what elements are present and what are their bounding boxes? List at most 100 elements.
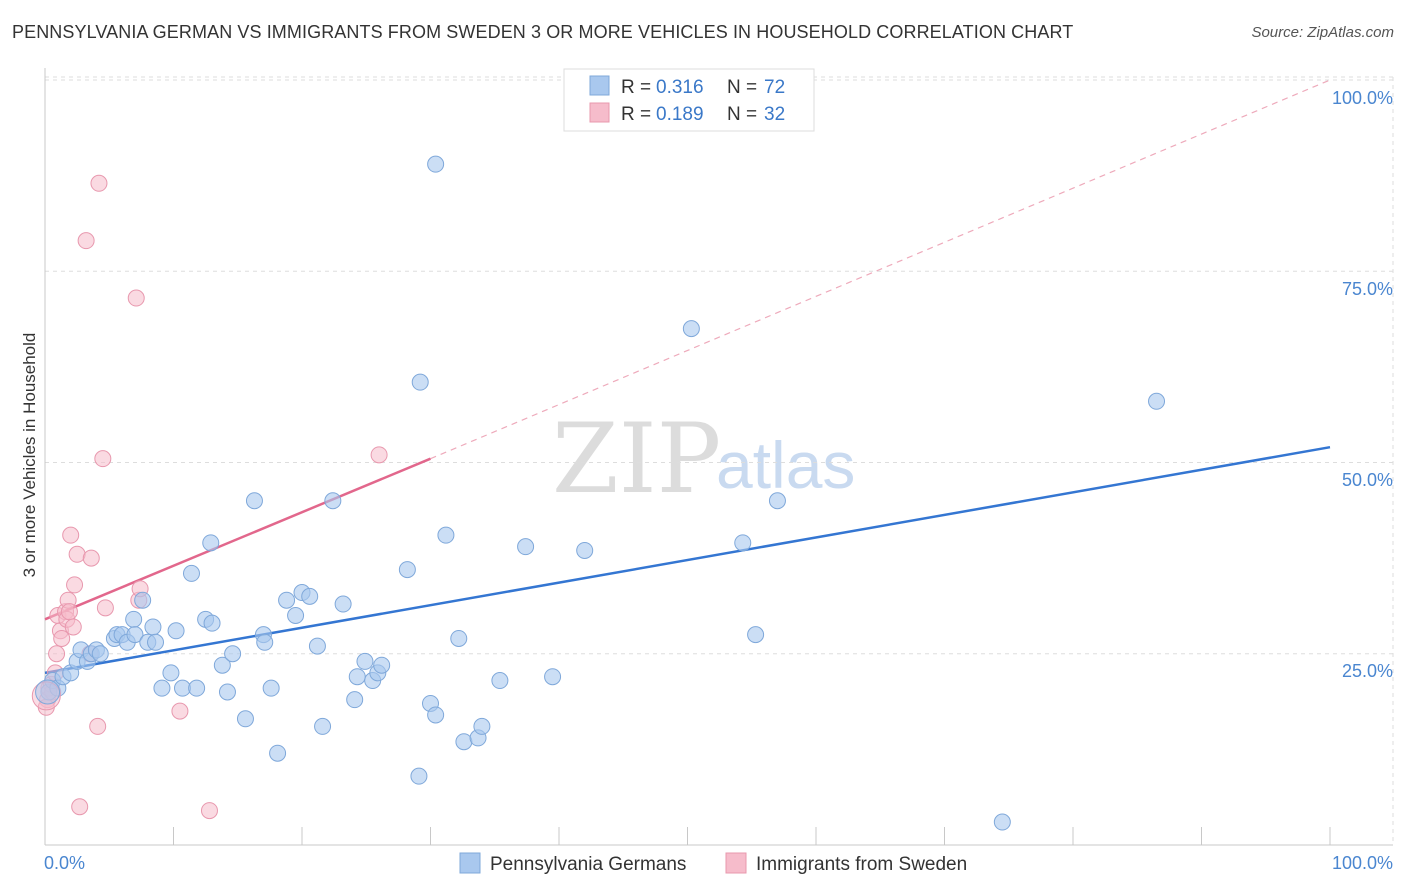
point-pennsylvania-germans xyxy=(334,595,352,613)
point-pennsylvania-germans xyxy=(437,526,455,544)
y-tick-label-75: 75.0% xyxy=(1342,279,1393,299)
point-pennsylvania-germans xyxy=(269,744,287,762)
point-pennsylvania-germans xyxy=(314,717,332,735)
point-immigrants-from-sweden xyxy=(64,618,82,636)
point-pennsylvania-germans xyxy=(356,652,374,670)
point-pennsylvania-germans xyxy=(188,679,206,697)
point-pennsylvania-germans xyxy=(125,610,143,628)
point-pennsylvania-germans xyxy=(993,813,1011,831)
point-immigrants-from-sweden xyxy=(60,603,78,621)
point-pennsylvania-germans xyxy=(682,320,700,338)
point-immigrants-from-sweden xyxy=(370,446,388,464)
legend-swatch-blue xyxy=(589,75,610,96)
point-pennsylvania-germans xyxy=(287,607,305,624)
bottom-legend-swatch-pink xyxy=(725,852,747,874)
point-pennsylvania-germans xyxy=(544,668,562,686)
point-pennsylvania-germans xyxy=(262,679,280,697)
point-pennsylvania-germans xyxy=(213,656,231,674)
point-immigrants-from-sweden xyxy=(82,549,100,567)
x-tick-label-max: 100.0% xyxy=(1332,853,1393,873)
point-pennsylvania-germans xyxy=(162,664,180,682)
point-pennsylvania-germans xyxy=(427,155,445,173)
trend-layer xyxy=(44,79,1331,675)
chart-title: PENNSYLVANIA GERMAN VS IMMIGRANTS FROM S… xyxy=(12,22,1074,42)
point-pennsylvania-germans xyxy=(236,710,254,728)
legend-n-value-1: 72 xyxy=(764,77,785,98)
point-pennsylvania-germans xyxy=(411,373,429,391)
chart-source: Source: ZipAtlas.com xyxy=(1251,24,1394,41)
trend-line-immigrants-from-sweden xyxy=(44,457,431,621)
grid-layer xyxy=(45,76,1394,845)
legend-r-value-1: 0.316 xyxy=(656,77,704,98)
point-pennsylvania-germans xyxy=(91,645,109,663)
point-pennsylvania-germans xyxy=(182,564,200,582)
point-pennsylvania-germans xyxy=(153,679,171,697)
point-pennsylvania-germans xyxy=(348,668,366,686)
points-layer xyxy=(31,155,1166,831)
y-tick-label-50: 50.0% xyxy=(1342,470,1393,490)
legend-n-value-2: 32 xyxy=(764,104,785,125)
point-pennsylvania-germans xyxy=(134,591,152,609)
legend-r-label-2: R = xyxy=(621,104,651,125)
y-tick-label-25: 25.0% xyxy=(1342,661,1393,681)
point-pennsylvania-germans xyxy=(256,633,274,651)
legend-n-label-1: N = xyxy=(727,77,757,98)
point-pennsylvania-germans xyxy=(450,629,468,647)
x-tick-label-min: 0.0% xyxy=(44,853,85,873)
point-pennsylvania-germans xyxy=(202,534,220,552)
point-pennsylvania-germans xyxy=(517,538,535,556)
point-pennsylvania-germans xyxy=(278,591,296,609)
point-immigrants-from-sweden xyxy=(66,576,84,594)
point-immigrants-from-sweden xyxy=(96,599,114,617)
point-pennsylvania-germans xyxy=(410,767,428,785)
legend-box: R = 0.316 N = 72 R = 0.189 N = 32 xyxy=(563,68,815,132)
point-pennsylvania-germans xyxy=(144,618,162,636)
y-tick-label-100: 100.0% xyxy=(1332,88,1393,108)
point-pennsylvania-germans xyxy=(473,717,491,735)
point-pennsylvania-germans xyxy=(398,561,416,579)
point-pennsylvania-germans xyxy=(224,645,242,663)
point-immigrants-from-sweden xyxy=(90,174,108,192)
point-pennsylvania-germans xyxy=(1148,392,1166,410)
legend-swatch-pink xyxy=(589,102,610,123)
y-axis-label: 3 or more Vehicles in Household xyxy=(20,333,39,578)
point-pennsylvania-germans xyxy=(346,691,364,709)
bottom-legend-label-1: Pennsylvania Germans xyxy=(490,854,686,875)
point-immigrants-from-sweden xyxy=(89,717,107,735)
point-pennsylvania-germans xyxy=(203,614,221,632)
bottom-legend-swatch-blue xyxy=(459,852,481,874)
legend-n-label-2: N = xyxy=(727,104,757,125)
point-pennsylvania-germans xyxy=(324,492,342,510)
point-pennsylvania-germans xyxy=(427,706,445,724)
bottom-legend: Pennsylvania Germans Immigrants from Swe… xyxy=(459,852,967,875)
point-pennsylvania-germans xyxy=(245,492,263,510)
point-immigrants-from-sweden xyxy=(68,545,86,563)
point-pennsylvania-germans xyxy=(747,626,765,644)
watermark-zip: ZIP xyxy=(552,403,721,515)
point-pennsylvania-germans xyxy=(167,622,185,640)
point-immigrants-from-sweden xyxy=(71,798,89,816)
point-pennsylvania-germans xyxy=(491,672,509,690)
point-pennsylvania-germans xyxy=(173,679,191,697)
point-immigrants-from-sweden xyxy=(127,289,145,307)
point-pennsylvania-germans xyxy=(147,633,165,651)
point-immigrants-from-sweden xyxy=(200,802,218,820)
point-immigrants-from-sweden xyxy=(77,232,95,250)
watermark-atlas: atlas xyxy=(716,428,855,502)
point-pennsylvania-germans xyxy=(576,541,594,559)
point-pennsylvania-germans xyxy=(218,683,236,701)
point-immigrants-from-sweden xyxy=(53,629,71,647)
legend-r-label-1: R = xyxy=(621,77,651,98)
legend-r-value-2: 0.189 xyxy=(656,104,704,125)
point-pennsylvania-germans xyxy=(455,733,473,751)
point-immigrants-from-sweden xyxy=(48,645,66,663)
trend-extension-immigrants-from-sweden xyxy=(430,79,1331,460)
point-pennsylvania-germans xyxy=(301,587,319,605)
point-pennsylvania-germans xyxy=(308,637,326,655)
point-pennsylvania-germans xyxy=(768,492,786,510)
point-immigrants-from-sweden xyxy=(62,526,80,544)
bottom-legend-label-2: Immigrants from Sweden xyxy=(756,854,967,875)
point-immigrants-from-sweden xyxy=(171,702,189,720)
point-pennsylvania-germans xyxy=(734,534,752,552)
